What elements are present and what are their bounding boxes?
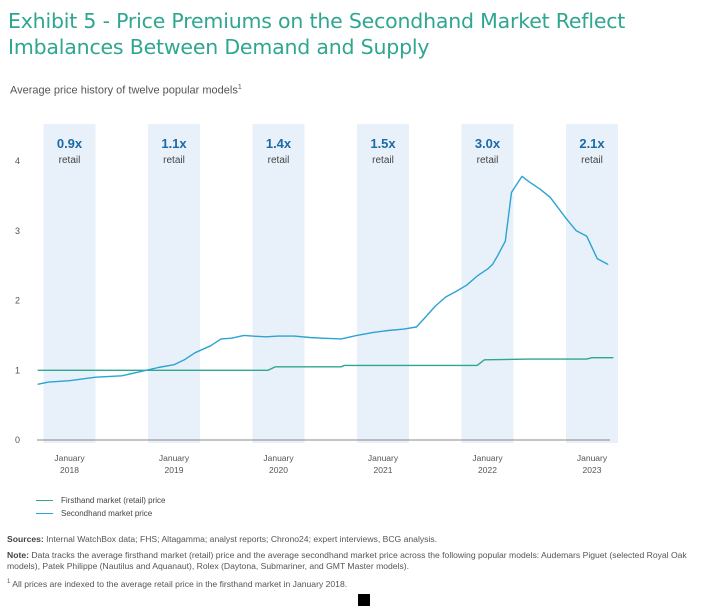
legend-item-firsthand: Firsthand market (retail) price — [36, 494, 165, 507]
x-tick-year-2018: 2018 — [60, 465, 79, 475]
premium-value-4: 1.5x — [370, 136, 396, 151]
premium-label-5: retail — [477, 155, 499, 166]
x-tick-month-2019: January — [159, 453, 190, 463]
premium-label-4: retail — [372, 155, 394, 166]
premium-label-2: retail — [163, 155, 185, 166]
y-tick-label-0: 0 — [15, 435, 20, 445]
subtitle-footnote-mark: 1 — [237, 84, 242, 91]
footnote-line: 1 All prices are indexed to the average … — [7, 577, 721, 590]
x-tick-month-2021: January — [368, 453, 399, 463]
legend-swatch-firsthand — [36, 500, 53, 501]
sources-text: Internal WatchBox data; FHS; Altagamma; … — [46, 534, 438, 544]
x-tick-month-2020: January — [263, 453, 294, 463]
footnote-mark: 1 — [7, 579, 11, 585]
firsthand-price-line — [37, 357, 614, 371]
x-tick-year-2021: 2021 — [374, 465, 393, 475]
premium-band-1 — [43, 124, 96, 443]
premium-value-3: 1.4x — [266, 136, 292, 151]
chart-legend: Firsthand market (retail) price Secondha… — [36, 494, 165, 520]
sources-label: Sources: — [7, 534, 44, 544]
premium-value-1: 0.9x — [57, 136, 83, 151]
page-title: Exhibit 5 - Price Premiums on the Second… — [8, 9, 626, 59]
note-line: Note: Data tracks the average firsthand … — [7, 550, 721, 572]
legend-label-firsthand: Firsthand market (retail) price — [61, 496, 166, 505]
chart-footer: Sources: Internal WatchBox data; FHS; Al… — [7, 534, 721, 595]
premium-band-6 — [566, 124, 618, 443]
sources-line: Sources: Internal WatchBox data; FHS; Al… — [7, 534, 721, 545]
premium-value-2: 1.1x — [161, 136, 187, 151]
premium-value-6: 2.1x — [579, 136, 605, 151]
legend-item-secondhand: Secondhand market price — [36, 507, 165, 520]
premium-label-1: retail — [59, 155, 81, 166]
note-label: Note: — [7, 550, 29, 560]
y-tick-label-1: 1 — [15, 365, 20, 375]
secondhand-price-line — [37, 175, 609, 385]
chart-subtitle: Average price history of twelve popular … — [10, 84, 242, 97]
x-tick-year-2022: 2022 — [478, 465, 497, 475]
premium-value-5: 3.0x — [475, 136, 501, 151]
price-history-chart: 0.9x retail 1.1x retail 1.4x retail 1.5x retail… — [15, 124, 618, 475]
y-tick-label-2: 2 — [15, 296, 20, 306]
x-tick-year-2023: 2023 — [583, 465, 602, 475]
premium-band-4 — [357, 124, 409, 443]
premium-band-3 — [252, 124, 305, 443]
y-tick-label-3: 3 — [15, 226, 20, 236]
x-tick-month-2023: January — [577, 453, 608, 463]
premium-band-5 — [461, 124, 514, 443]
x-tick-month-2022: January — [472, 453, 503, 463]
legend-label-secondhand: Secondhand market price — [61, 509, 153, 518]
note-text: Data tracks the average firsthand market… — [7, 550, 687, 571]
footnote-text: All prices are indexed to the average re… — [12, 578, 348, 589]
legend-swatch-secondhand — [36, 513, 53, 514]
premium-label-6: retail — [581, 155, 603, 166]
black-square-mark — [358, 594, 370, 606]
x-tick-year-2020: 2020 — [269, 465, 288, 475]
subtitle-text: Average price history of twelve popular … — [10, 84, 238, 97]
y-tick-label-4: 4 — [15, 156, 20, 166]
x-tick-year-2019: 2019 — [165, 465, 184, 475]
x-tick-month-2018: January — [54, 453, 85, 463]
premium-band-2 — [148, 124, 200, 443]
premium-label-3: retail — [268, 155, 290, 166]
